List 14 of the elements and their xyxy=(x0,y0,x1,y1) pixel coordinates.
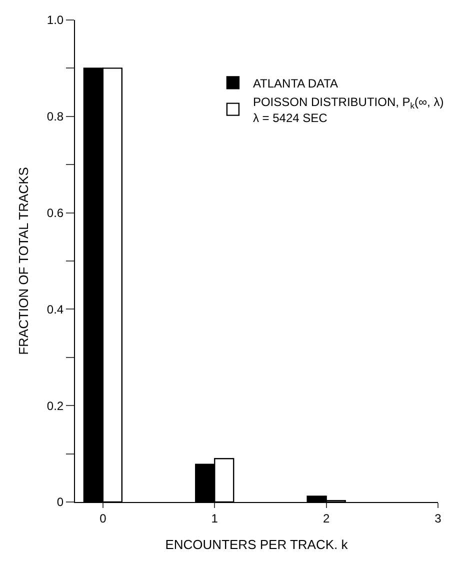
x-tick-label: 0 xyxy=(100,511,107,526)
text: POISSON DISTRIBUTION, P$_{k}$(∞, λ) λ = 5424 SEC xyxy=(252,95,444,125)
y-tick-label: 0.6 xyxy=(46,206,64,220)
y-tick-label: 1.0 xyxy=(46,13,64,28)
x-tick-label: 2 xyxy=(322,511,330,526)
x-tick-label: 3 xyxy=(434,511,442,526)
x-axis-title: ENCOUNTERS PER TRACK. k xyxy=(165,537,348,552)
legend-label: ATLANTA DATA xyxy=(252,76,338,90)
y-tick-label: 0.4 xyxy=(46,302,64,316)
y-axis-title: FRACTION OF TOTAL TRACKS xyxy=(16,166,31,355)
y-tick-label: 0 xyxy=(56,495,64,510)
x-tick-label: 1 xyxy=(211,511,218,526)
y-tick-label: 0.8 xyxy=(46,110,64,124)
y-tick-label: 0.2 xyxy=(46,398,64,413)
